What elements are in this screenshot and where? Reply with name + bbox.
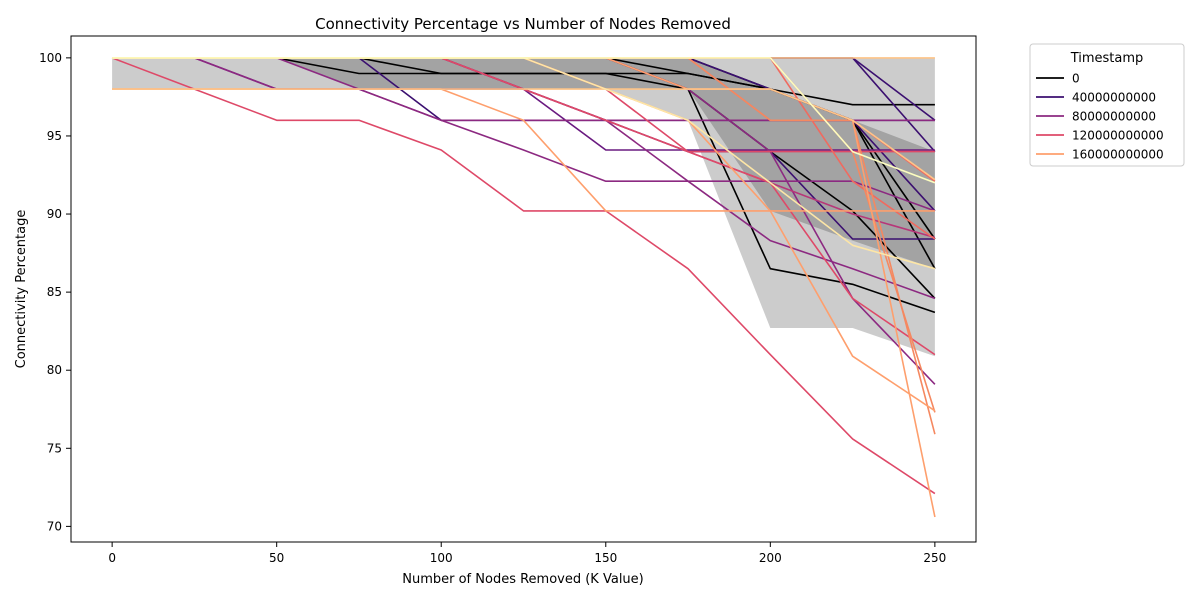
confidence-band-1 <box>112 57 935 269</box>
legend-entry-label: 120000000000 <box>1072 129 1164 143</box>
confidence-band-0 <box>112 57 935 357</box>
x-tick-label: 0 <box>108 551 116 565</box>
y-axis-label: Connectivity Percentage <box>14 210 29 369</box>
confidence-bands <box>112 57 935 357</box>
y-tick-label: 70 <box>47 519 62 533</box>
legend-entry-label: 160000000000 <box>1072 148 1164 162</box>
legend-box <box>1029 43 1185 167</box>
x-tick-label: 100 <box>430 551 453 565</box>
series-line-16 <box>111 57 936 495</box>
y-tick-label: 75 <box>47 441 62 455</box>
x-tick-label: 250 <box>923 551 946 565</box>
y-tick-label: 90 <box>47 207 62 221</box>
series-line-26 <box>112 88 936 181</box>
x-tick-label: 200 <box>759 551 782 565</box>
y-axis-ticks: 70 75 80 85 90 95 100 <box>39 51 71 533</box>
legend-entries: 0 40000000000 80000000000 120000000000 16000… <box>1036 72 1164 162</box>
legend: Timestamp 0 40000000000 80000000000 1200000… <box>1029 43 1185 167</box>
legend-entry-label: 0 <box>1072 72 1080 86</box>
x-tick-label: 50 <box>269 551 284 565</box>
chart-title: Connectivity Percentage vs Number of Nod… <box>315 15 731 33</box>
y-tick-label: 80 <box>47 363 62 377</box>
y-tick-label: 100 <box>39 51 62 65</box>
y-tick-label: 85 <box>47 285 62 299</box>
series-lines <box>111 57 936 518</box>
y-tick-label: 95 <box>47 129 62 143</box>
x-tick-label: 150 <box>594 551 617 565</box>
legend-entry-label: 80000000000 <box>1072 110 1156 124</box>
x-axis-ticks: 0 50 100 150 200 250 <box>108 542 946 565</box>
plot-frame <box>70 35 977 543</box>
legend-entry-label: 40000000000 <box>1072 91 1156 105</box>
legend-title: Timestamp <box>1070 51 1144 66</box>
x-axis-label: Number of Nodes Removed (K Value) <box>402 572 644 587</box>
series-line-29 <box>112 57 936 184</box>
